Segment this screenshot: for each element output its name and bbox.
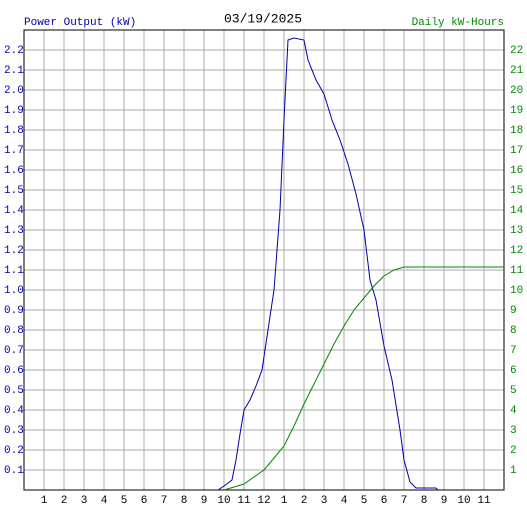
x-tick-label: 8: [181, 495, 188, 507]
y-tick-label: 0.1: [4, 465, 24, 477]
series-line: [217, 37, 439, 491]
y-tick-label: 1.4: [4, 205, 24, 217]
x-tick-label: 10: [217, 495, 230, 507]
y-tick-label: 0.4: [4, 405, 24, 417]
y-tick-label: 1.3: [4, 225, 24, 237]
y-tick-label: 0.3: [4, 425, 24, 437]
x-tick-label: 3: [321, 495, 328, 507]
y-tick-label: 1.2: [4, 245, 24, 257]
left-axis-title: Power Output (kW): [24, 17, 136, 29]
x-tick-label: 6: [381, 495, 388, 507]
y2-tick-label: 19: [510, 105, 523, 117]
x-tick-label: 7: [161, 495, 168, 507]
y2-tick-label: 15: [510, 185, 523, 197]
x-tick-label: 1: [281, 495, 288, 507]
y2-tick-label: 10: [510, 285, 523, 297]
y-tick-label: 2.1: [4, 65, 24, 77]
y-tick-label: 1.7: [4, 145, 24, 157]
x-tick-label: 2: [301, 495, 308, 507]
y2-tick-label: 11: [510, 265, 524, 277]
y2-tick-label: 20: [510, 85, 523, 97]
series-line: [223, 266, 504, 491]
y2-tick-label: 22: [510, 45, 523, 57]
y2-tick-label: 2: [510, 445, 517, 457]
y-tick-label: 1.5: [4, 185, 24, 197]
x-tick-label: 5: [361, 495, 368, 507]
y2-tick-label: 7: [510, 345, 517, 357]
x-tick-label: 1: [41, 495, 48, 507]
y2-tick-label: 1: [510, 465, 517, 477]
y2-tick-label: 3: [510, 425, 517, 437]
y2-tick-label: 9: [510, 305, 517, 317]
x-tick-label: 10: [457, 495, 470, 507]
x-tick-label: 11: [237, 495, 251, 507]
y2-tick-label: 4: [510, 405, 517, 417]
x-tick-label: 5: [121, 495, 128, 507]
x-tick-label: 9: [441, 495, 448, 507]
x-tick-label: 8: [421, 495, 428, 507]
x-tick-label: 6: [141, 495, 148, 507]
y2-tick-label: 14: [510, 205, 524, 217]
x-tick-label: 7: [401, 495, 408, 507]
y-tick-label: 1.9: [4, 105, 24, 117]
y2-tick-label: 18: [510, 125, 523, 137]
y-tick-label: 0.2: [4, 445, 24, 457]
y-tick-label: 1.6: [4, 165, 24, 177]
x-tick-label: 2: [61, 495, 68, 507]
x-tick-label: 9: [201, 495, 208, 507]
y2-tick-label: 16: [510, 165, 523, 177]
x-tick-label: 4: [341, 495, 348, 507]
y-tick-label: 0.7: [4, 345, 24, 357]
chart-title: 03/19/2025: [224, 11, 302, 26]
y-tick-label: 1.8: [4, 125, 24, 137]
y2-tick-label: 13: [510, 225, 523, 237]
y2-tick-label: 21: [510, 65, 524, 77]
y2-tick-label: 8: [510, 325, 517, 337]
y-tick-label: 0.8: [4, 325, 24, 337]
x-tick-label: 11: [477, 495, 491, 507]
y-tick-label: 0.5: [4, 385, 24, 397]
right-axis-title: Daily kW-Hours: [412, 17, 504, 29]
x-tick-label: 3: [81, 495, 88, 507]
x-tick-label: 4: [101, 495, 108, 507]
y-tick-label: 2.2: [4, 45, 24, 57]
y-tick-label: 0.6: [4, 365, 24, 377]
y-tick-label: 1.0: [4, 285, 24, 297]
y2-tick-label: 6: [510, 365, 517, 377]
x-tick-label: 12: [257, 495, 270, 507]
y-tick-label: 2.0: [4, 85, 24, 97]
y-tick-label: 1.1: [4, 265, 24, 277]
plot-border: [23, 29, 505, 491]
y2-tick-label: 17: [510, 145, 523, 157]
y2-tick-label: 5: [510, 385, 517, 397]
y2-tick-label: 12: [510, 245, 523, 257]
y-tick-label: 0.9: [4, 305, 24, 317]
